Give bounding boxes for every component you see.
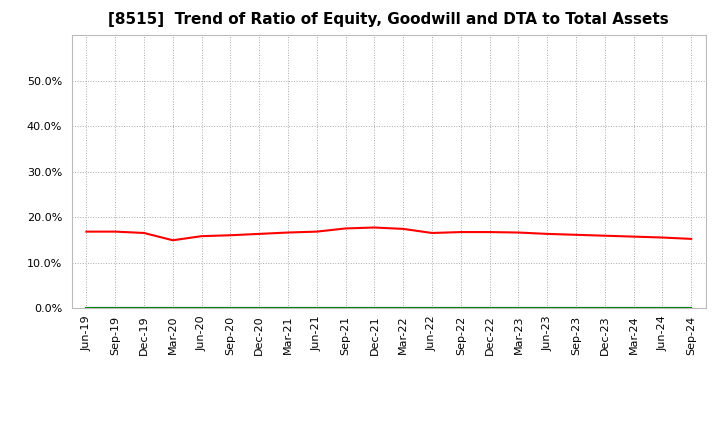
Equity bbox=[600, 233, 609, 238]
Goodwill bbox=[255, 305, 264, 311]
Deferred Tax Assets bbox=[226, 305, 235, 311]
Goodwill bbox=[600, 305, 609, 311]
Deferred Tax Assets bbox=[111, 305, 120, 311]
Goodwill bbox=[312, 305, 321, 311]
Goodwill bbox=[687, 305, 696, 311]
Equity bbox=[82, 229, 91, 234]
Goodwill bbox=[543, 305, 552, 311]
Deferred Tax Assets bbox=[428, 305, 436, 311]
Equity bbox=[111, 229, 120, 234]
Deferred Tax Assets bbox=[572, 305, 580, 311]
Deferred Tax Assets bbox=[658, 305, 667, 311]
Goodwill bbox=[341, 305, 350, 311]
Equity bbox=[284, 230, 292, 235]
Goodwill bbox=[658, 305, 667, 311]
Equity bbox=[687, 236, 696, 242]
Equity bbox=[399, 226, 408, 231]
Deferred Tax Assets bbox=[284, 305, 292, 311]
Deferred Tax Assets bbox=[370, 305, 379, 311]
Goodwill bbox=[168, 305, 177, 311]
Goodwill bbox=[399, 305, 408, 311]
Equity bbox=[370, 225, 379, 230]
Goodwill bbox=[428, 305, 436, 311]
Goodwill bbox=[111, 305, 120, 311]
Equity bbox=[658, 235, 667, 240]
Goodwill bbox=[284, 305, 292, 311]
Deferred Tax Assets bbox=[197, 305, 206, 311]
Deferred Tax Assets bbox=[456, 305, 465, 311]
Equity bbox=[226, 233, 235, 238]
Deferred Tax Assets bbox=[168, 305, 177, 311]
Goodwill bbox=[197, 305, 206, 311]
Equity bbox=[197, 234, 206, 239]
Deferred Tax Assets bbox=[687, 305, 696, 311]
Goodwill bbox=[514, 305, 523, 311]
Title: [8515]  Trend of Ratio of Equity, Goodwill and DTA to Total Assets: [8515] Trend of Ratio of Equity, Goodwil… bbox=[109, 12, 669, 27]
Equity bbox=[629, 234, 638, 239]
Goodwill bbox=[140, 305, 148, 311]
Goodwill bbox=[456, 305, 465, 311]
Equity bbox=[255, 231, 264, 237]
Deferred Tax Assets bbox=[485, 305, 494, 311]
Goodwill bbox=[370, 305, 379, 311]
Equity bbox=[514, 230, 523, 235]
Deferred Tax Assets bbox=[255, 305, 264, 311]
Deferred Tax Assets bbox=[140, 305, 148, 311]
Deferred Tax Assets bbox=[341, 305, 350, 311]
Equity bbox=[168, 238, 177, 243]
Goodwill bbox=[82, 305, 91, 311]
Equity bbox=[312, 229, 321, 234]
Goodwill bbox=[485, 305, 494, 311]
Goodwill bbox=[226, 305, 235, 311]
Goodwill bbox=[572, 305, 580, 311]
Equity bbox=[140, 230, 148, 235]
Equity bbox=[428, 230, 436, 235]
Deferred Tax Assets bbox=[312, 305, 321, 311]
Equity bbox=[572, 232, 580, 238]
Deferred Tax Assets bbox=[600, 305, 609, 311]
Deferred Tax Assets bbox=[629, 305, 638, 311]
Deferred Tax Assets bbox=[543, 305, 552, 311]
Deferred Tax Assets bbox=[514, 305, 523, 311]
Equity bbox=[543, 231, 552, 237]
Line: Equity: Equity bbox=[86, 227, 691, 240]
Deferred Tax Assets bbox=[399, 305, 408, 311]
Equity bbox=[485, 229, 494, 235]
Equity bbox=[341, 226, 350, 231]
Goodwill bbox=[629, 305, 638, 311]
Equity bbox=[456, 229, 465, 235]
Deferred Tax Assets bbox=[82, 305, 91, 311]
